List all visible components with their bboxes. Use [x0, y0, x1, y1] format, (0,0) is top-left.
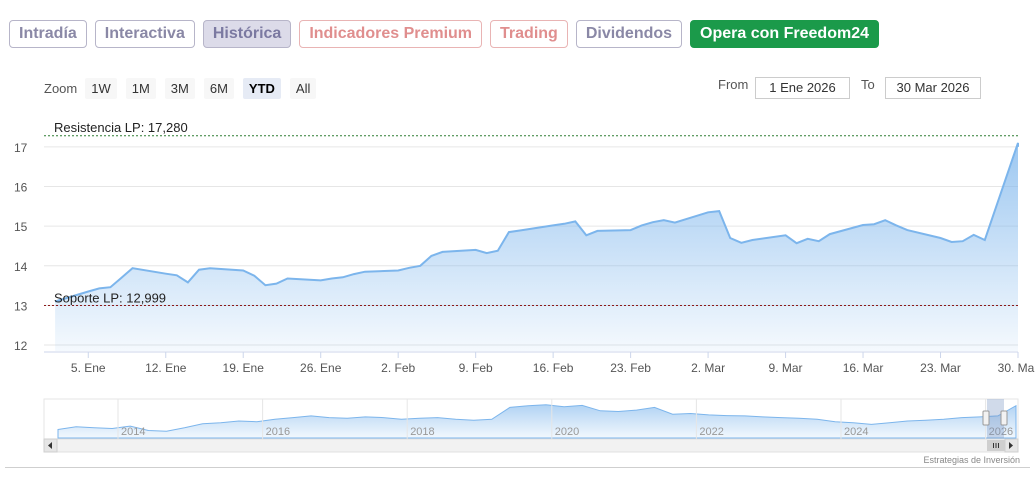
tab-indicadores-premium[interactable]: Indicadores Premium: [299, 20, 483, 48]
resistance-label: Resistencia LP: 17,280: [54, 120, 188, 135]
y-tick-label: 13: [14, 299, 28, 313]
navigator[interactable]: 2014 2016 2018 2020 2022 2024 2026: [43, 398, 1019, 440]
y-tick-label: 17: [14, 141, 28, 155]
tab-intradia[interactable]: Intradía: [9, 20, 87, 48]
chevron-left-icon: [48, 442, 52, 449]
y-tick-label: 16: [14, 181, 28, 195]
navigator-year-label: 2016: [266, 426, 290, 438]
navigator-year-label: 2018: [410, 426, 434, 438]
zoom-1w-button[interactable]: 1W: [85, 78, 117, 99]
tab-bar: Intradía Interactiva Histórica Indicador…: [9, 20, 879, 48]
x-tick-label: 19. Ene: [223, 361, 265, 375]
x-tick-label: 16. Feb: [533, 361, 574, 375]
tab-interactiva[interactable]: Interactiva: [94, 20, 195, 48]
tab-dividendos[interactable]: Dividendos: [575, 20, 683, 48]
navigator-selection[interactable]: [987, 399, 1004, 439]
zoom-1m-button[interactable]: 1M: [125, 78, 156, 99]
y-tick-label: 12: [14, 339, 28, 353]
navigator-scrollbar[interactable]: [43, 438, 1019, 453]
freedom24-button[interactable]: Opera con Freedom24: [690, 20, 879, 48]
y-tick-label: 14: [14, 260, 28, 274]
navigator-year-label: 2026: [989, 426, 1013, 438]
tab-trading[interactable]: Trading: [490, 20, 568, 48]
to-label: To: [861, 77, 875, 92]
navigator-year-label: 2014: [121, 426, 145, 438]
x-tick-label: 26. Ene: [300, 361, 342, 375]
x-tick-label: 23. Feb: [610, 361, 651, 375]
y-axis-labels: 12 13 14 15 16 17: [14, 141, 28, 353]
price-area: [55, 142, 1019, 351]
price-line: [54, 142, 1019, 303]
support-label: Soporte LP: 12,999: [54, 290, 166, 305]
tab-historica[interactable]: Histórica: [202, 20, 292, 48]
chart-credit[interactable]: Estrategias de Inversión: [923, 455, 1020, 465]
x-tick-label: 9. Feb: [459, 361, 493, 375]
zoom-label: Zoom: [44, 81, 78, 96]
from-label: From: [718, 77, 749, 92]
navigator-series: [57, 404, 1017, 439]
zoom-3m-button[interactable]: 3M: [164, 78, 195, 99]
scrollbar-track[interactable]: [43, 438, 1019, 453]
navigator-year-label: 2024: [844, 426, 868, 438]
y-tick-label: 15: [14, 220, 28, 234]
x-tick-label: 12. Ene: [145, 361, 187, 375]
navigator-year-label: 2022: [699, 426, 723, 438]
zoom-selector: Zoom 1W 1M 3M 6M YTD All: [44, 78, 325, 99]
chevron-right-icon: [1009, 442, 1013, 449]
grip-icon: [993, 443, 999, 448]
x-tick-label: 30. Mar: [998, 361, 1035, 375]
x-tick-label: 2. Feb: [381, 361, 415, 375]
from-date-input[interactable]: 1 Ene 2026: [755, 77, 850, 99]
x-axis-labels: 5. Ene 12. Ene 19. Ene 26. Ene 2. Feb 9. Feb 1…: [71, 352, 1035, 375]
bottom-divider: [5, 467, 1030, 468]
navigator-year-label: 2020: [555, 426, 579, 438]
navigator-left-handle[interactable]: [982, 410, 990, 426]
zoom-all-button[interactable]: All: [289, 78, 317, 99]
navigator-year-labels: 2014 2016 2018 2020 2022 2024 2026: [117, 399, 1013, 439]
x-tick-label: 5. Ene: [71, 361, 106, 375]
zoom-ytd-button[interactable]: YTD: [242, 78, 281, 99]
zoom-6m-button[interactable]: 6M: [203, 78, 234, 99]
navigator-right-handle[interactable]: [1000, 410, 1008, 426]
x-tick-label: 16. Mar: [843, 361, 884, 375]
x-tick-label: 2. Mar: [691, 361, 725, 375]
x-tick-label: 23. Mar: [920, 361, 961, 375]
x-tick-label: 9. Mar: [769, 361, 803, 375]
to-date-input[interactable]: 30 Mar 2026: [885, 77, 981, 99]
